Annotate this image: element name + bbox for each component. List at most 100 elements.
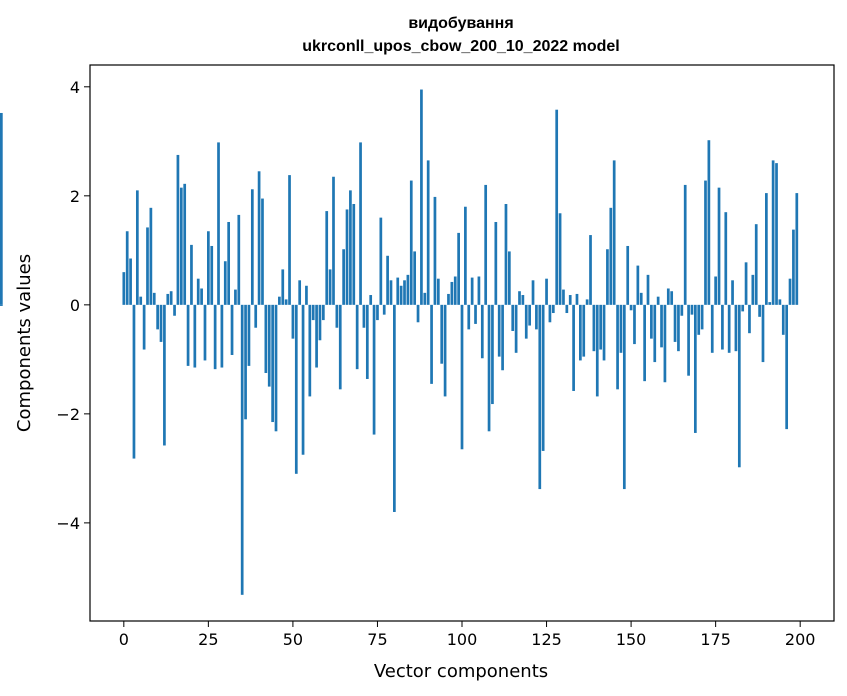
bar	[693, 304, 697, 433]
bar	[376, 304, 379, 321]
bar	[274, 304, 278, 432]
bar	[771, 160, 775, 305]
bar	[223, 261, 227, 305]
bar	[781, 304, 785, 335]
bar	[210, 245, 214, 305]
bar	[629, 304, 633, 311]
bar	[416, 304, 420, 323]
y-tick-label: 4	[70, 78, 80, 97]
bar	[700, 304, 704, 330]
bar	[775, 163, 778, 305]
bar	[301, 304, 305, 455]
y-tick-label: −2	[56, 405, 80, 424]
bar	[788, 278, 792, 305]
bar	[135, 190, 139, 305]
bar	[386, 255, 389, 305]
bar	[190, 244, 193, 305]
bar	[440, 304, 444, 364]
bar	[683, 184, 687, 305]
bar	[612, 160, 616, 305]
bar	[633, 304, 636, 345]
bar	[315, 304, 318, 368]
bar	[494, 221, 498, 305]
bar	[369, 295, 373, 305]
bar	[785, 304, 789, 430]
x-tick-label: 75	[367, 630, 387, 649]
bar	[409, 180, 413, 305]
bar	[129, 258, 132, 305]
bar	[278, 296, 281, 305]
bar	[149, 207, 153, 305]
bar	[487, 304, 491, 432]
bar	[179, 187, 183, 305]
bar	[379, 217, 383, 305]
bar	[585, 299, 589, 305]
bar	[332, 176, 335, 305]
bar	[758, 304, 761, 317]
bar	[325, 211, 329, 305]
bar	[382, 304, 386, 315]
bar	[643, 304, 646, 382]
y-axis-label: Components values	[14, 254, 35, 432]
bar	[538, 304, 542, 490]
bar	[501, 304, 504, 371]
bar	[622, 304, 626, 490]
bar	[291, 304, 295, 339]
bar	[342, 249, 345, 305]
bar	[761, 304, 765, 363]
bar	[731, 280, 734, 305]
bar	[156, 304, 159, 330]
bar	[163, 304, 166, 446]
bar	[284, 299, 288, 305]
bar	[484, 184, 488, 305]
bar	[717, 187, 721, 305]
bar	[132, 304, 136, 459]
bar	[704, 180, 707, 305]
bar	[396, 277, 400, 305]
bar	[237, 214, 241, 305]
bar	[193, 304, 197, 368]
bar	[234, 289, 237, 305]
bar	[261, 198, 264, 305]
bar	[511, 304, 515, 331]
bar	[626, 245, 630, 305]
bar	[619, 304, 623, 353]
bar	[609, 207, 613, 305]
bar	[504, 204, 508, 305]
bar	[541, 304, 545, 451]
bar	[521, 295, 525, 305]
bar	[568, 295, 572, 305]
bar	[247, 304, 251, 366]
y-axis-ticks: −4 −2 0 2 4	[56, 78, 90, 533]
bar	[721, 304, 724, 350]
bar	[656, 296, 660, 305]
bar	[169, 291, 173, 305]
bar	[582, 304, 586, 357]
bar	[778, 299, 782, 305]
bar	[166, 293, 170, 305]
x-tick-label: 200	[785, 630, 816, 649]
bar	[403, 280, 406, 305]
bar	[355, 304, 359, 370]
bar	[271, 304, 274, 423]
bar	[227, 221, 231, 305]
bar	[677, 304, 680, 352]
bar	[203, 304, 207, 361]
bar	[349, 190, 352, 305]
bar	[697, 304, 701, 335]
bar	[433, 196, 437, 305]
bar	[352, 204, 356, 305]
bar	[254, 304, 258, 328]
x-axis-ticks: 0 25 50 75 100 125 150 175 200	[119, 621, 816, 649]
bar	[650, 304, 653, 339]
bar	[724, 212, 728, 305]
x-tick-label: 175	[700, 630, 731, 649]
bar	[562, 289, 565, 305]
bar	[491, 304, 494, 405]
x-axis-label: Vector components	[374, 661, 548, 682]
bar	[744, 262, 748, 305]
bar	[125, 231, 129, 305]
bar	[362, 304, 366, 328]
